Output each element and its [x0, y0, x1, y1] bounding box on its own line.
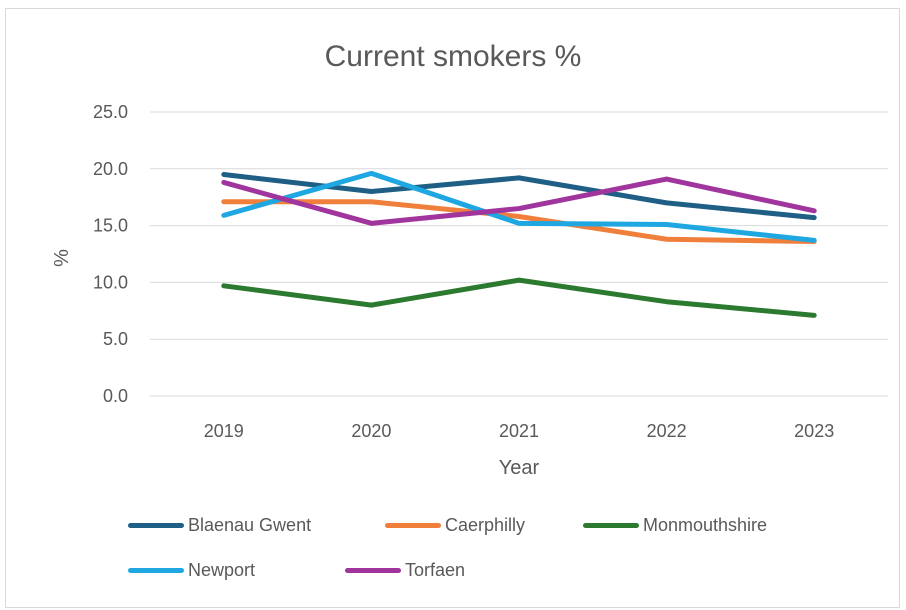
- y-tick-label: 15.0: [93, 216, 128, 236]
- x-tick-label: 2022: [647, 421, 687, 441]
- gridlines: [150, 111, 888, 397]
- y-tick-label: 20.0: [93, 159, 128, 179]
- y-tick-label: 0.0: [103, 386, 128, 406]
- legend-swatch: [583, 522, 639, 528]
- legend-item: Monmouthshire: [583, 513, 767, 537]
- legend-item: Caerphilly: [385, 513, 525, 537]
- x-axis-ticks: 2019 2020 2021 2022 2023: [204, 421, 834, 441]
- legend-swatch: [345, 567, 401, 573]
- legend-item: Newport: [128, 558, 255, 582]
- series-line-blaenau-gwent: [221, 171, 817, 221]
- series-lines: [221, 170, 817, 318]
- legend-label: Blaenau Gwent: [188, 514, 312, 535]
- legend-label: Newport: [188, 559, 256, 580]
- y-tick-label: 5.0: [103, 329, 128, 349]
- y-axis-title: %: [51, 249, 73, 267]
- legend-swatch: [385, 522, 441, 528]
- series-line-torfaen: [221, 176, 817, 226]
- legend-label: Caerphilly: [445, 514, 526, 535]
- x-tick-label: 2023: [794, 421, 834, 441]
- y-axis-ticks: 0.0 5.0 10.0 15.0 20.0 25.0: [93, 102, 128, 406]
- series-line-newport: [221, 170, 817, 243]
- series-line-caerphilly: [221, 199, 817, 245]
- y-tick-label: 10.0: [93, 272, 128, 292]
- y-tick-label: 25.0: [93, 102, 128, 122]
- series-line-monmouthshire: [221, 277, 817, 318]
- legend-item: Blaenau Gwent: [128, 513, 311, 537]
- legend-item: Torfaen: [345, 558, 465, 582]
- legend-swatch: [128, 522, 184, 528]
- legend-swatch: [128, 567, 184, 573]
- x-tick-label: 2019: [204, 421, 244, 441]
- legend-label: Torfaen: [405, 559, 466, 580]
- x-tick-label: 2021: [499, 421, 539, 441]
- chart-title: Current smokers %: [324, 40, 582, 73]
- legend-label: Monmouthshire: [643, 514, 768, 535]
- x-axis-title: Year: [499, 457, 540, 479]
- x-tick-label: 2020: [351, 421, 391, 441]
